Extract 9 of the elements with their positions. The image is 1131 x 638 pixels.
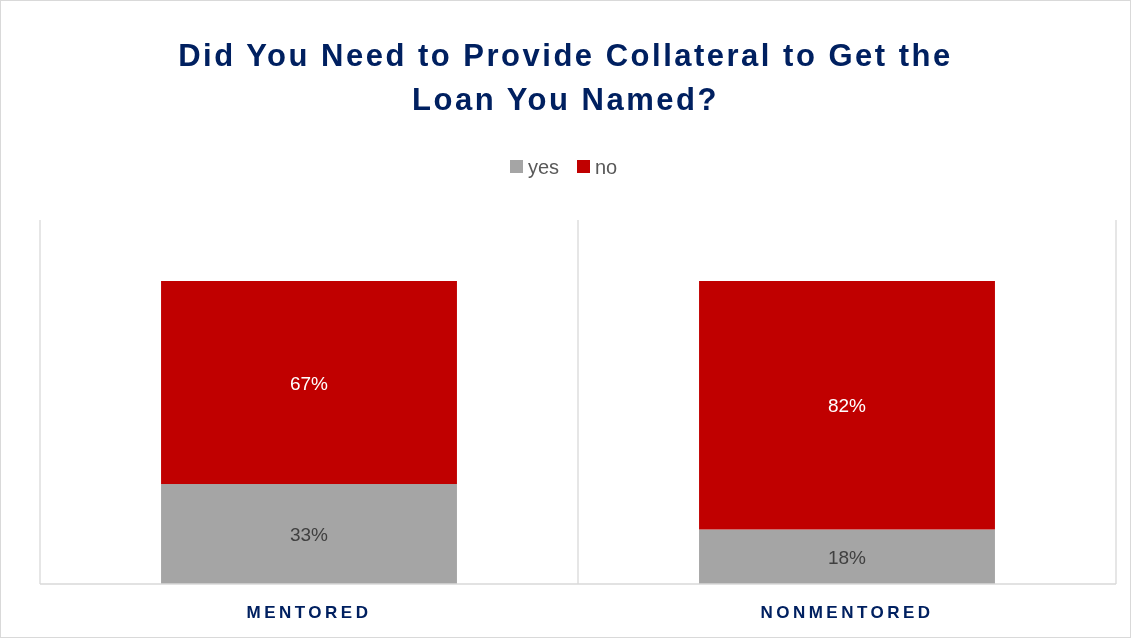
data-label: 67% bbox=[289, 372, 329, 394]
data-label: 18% bbox=[827, 546, 867, 568]
legend-label: no bbox=[595, 156, 618, 178]
x-tick-label: NONMENTORED bbox=[760, 603, 934, 622]
legend-label: yes bbox=[528, 156, 560, 178]
data-label: 33% bbox=[289, 524, 329, 546]
chart-title: Did You Need to Provide Collateral to Get the Loan You Named? bbox=[178, 38, 953, 117]
x-tick-label: MENTORED bbox=[246, 603, 372, 622]
data-label: 82% bbox=[827, 395, 867, 417]
